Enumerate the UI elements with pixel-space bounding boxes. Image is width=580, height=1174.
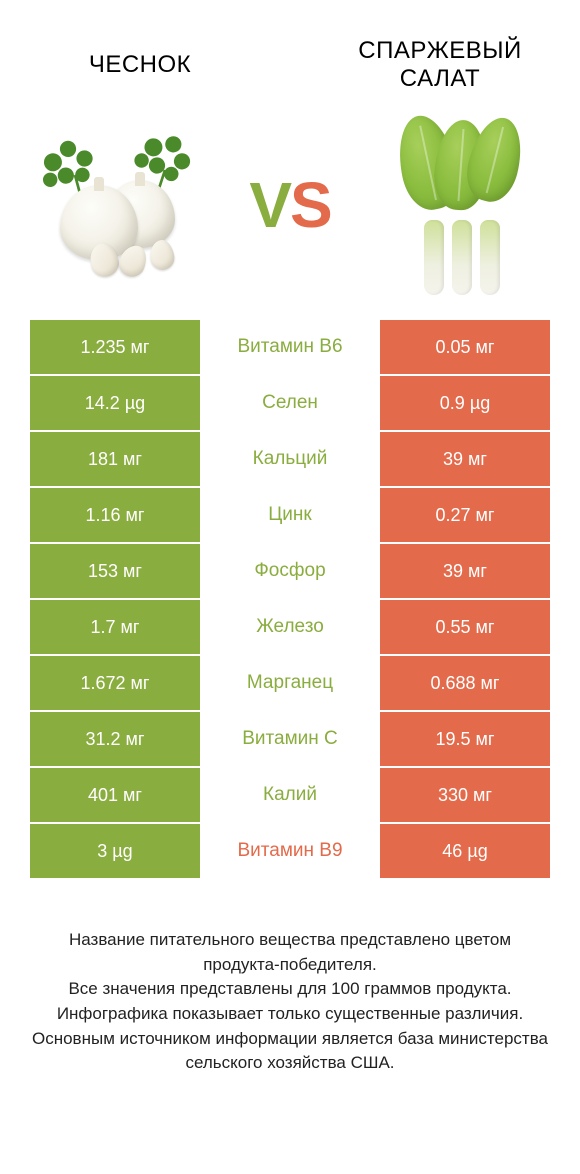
header-row: ЧЕСНОК СПАРЖЕВЫЙ САЛАТ (0, 0, 580, 110)
footer-line: Название питательного вещества представл… (30, 928, 550, 977)
vs-letter-s: S (290, 168, 331, 242)
right-value-cell: 0.688 мг (380, 656, 550, 710)
nutrient-label-cell: Витамин B6 (200, 320, 380, 374)
nutrient-label-cell: Кальций (200, 432, 380, 486)
right-value-cell: 46 µg (380, 824, 550, 878)
left-value-cell: 14.2 µg (30, 376, 200, 430)
vs-letter-v: V (249, 168, 290, 242)
right-value-cell: 0.05 мг (380, 320, 550, 374)
left-food-image (30, 120, 210, 290)
table-row: 153 мгФосфор39 мг (30, 544, 550, 600)
celtuce-stalk-icon (452, 220, 472, 295)
table-row: 14.2 µgСелен0.9 µg (30, 376, 550, 432)
right-value-cell: 19.5 мг (380, 712, 550, 766)
celtuce-stalk-icon (424, 220, 444, 295)
right-food-image (370, 120, 550, 290)
nutrition-table: 1.235 мгВитамин B60.05 мг14.2 µgСелен0.9… (30, 320, 550, 880)
nutrient-label-cell: Фосфор (200, 544, 380, 598)
right-value-cell: 39 мг (380, 432, 550, 486)
left-value-cell: 181 мг (30, 432, 200, 486)
nutrient-label-cell: Марганец (200, 656, 380, 710)
left-value-cell: 1.7 мг (30, 600, 200, 654)
right-value-cell: 39 мг (380, 544, 550, 598)
table-row: 1.235 мгВитамин B60.05 мг (30, 320, 550, 376)
celtuce-illustration (380, 115, 540, 295)
footer-line: Инфографика показывает только существенн… (30, 1002, 550, 1027)
footer-line: Все значения представлены для 100 граммо… (30, 977, 550, 1002)
left-value-cell: 1.672 мг (30, 656, 200, 710)
nutrient-label-cell: Калий (200, 768, 380, 822)
nutrient-label-cell: Витамин B9 (200, 824, 380, 878)
table-row: 31.2 мгВитамин C19.5 мг (30, 712, 550, 768)
table-row: 1.7 мгЖелезо0.55 мг (30, 600, 550, 656)
right-value-cell: 0.55 мг (380, 600, 550, 654)
nutrient-label-cell: Витамин C (200, 712, 380, 766)
right-value-cell: 0.27 мг (380, 488, 550, 542)
table-row: 3 µgВитамин B946 µg (30, 824, 550, 880)
table-row: 1.16 мгЦинк0.27 мг (30, 488, 550, 544)
left-value-cell: 3 µg (30, 824, 200, 878)
table-row: 401 мгКалий330 мг (30, 768, 550, 824)
left-value-cell: 153 мг (30, 544, 200, 598)
nutrient-label-cell: Цинк (200, 488, 380, 542)
garlic-illustration (35, 125, 205, 285)
footer-notes: Название питательного вещества представл… (30, 928, 550, 1076)
left-value-cell: 401 мг (30, 768, 200, 822)
vs-badge: VS (249, 168, 330, 242)
right-value-cell: 330 мг (380, 768, 550, 822)
right-food-title: СПАРЖЕВЫЙ САЛАТ (340, 37, 540, 92)
nutrient-label-cell: Железо (200, 600, 380, 654)
right-value-cell: 0.9 µg (380, 376, 550, 430)
left-value-cell: 1.16 мг (30, 488, 200, 542)
left-value-cell: 1.235 мг (30, 320, 200, 374)
footer-line: Основным источником информации является … (30, 1027, 550, 1076)
table-row: 1.672 мгМарганец0.688 мг (30, 656, 550, 712)
left-food-title: ЧЕСНОК (40, 51, 240, 79)
left-value-cell: 31.2 мг (30, 712, 200, 766)
table-row: 181 мгКальций39 мг (30, 432, 550, 488)
images-row: VS (0, 110, 580, 300)
nutrient-label-cell: Селен (200, 376, 380, 430)
celtuce-stalk-icon (480, 220, 500, 295)
